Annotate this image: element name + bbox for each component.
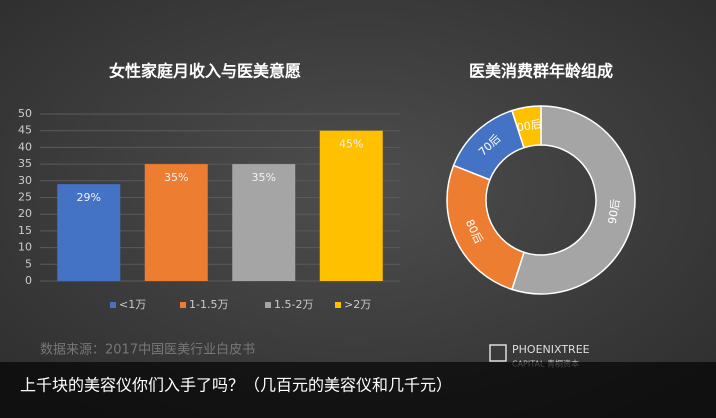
y-tick-label: 35 — [18, 157, 32, 170]
pie-slice — [511, 105, 542, 149]
value-label: 29% — [77, 191, 101, 204]
pie-slice — [446, 164, 525, 291]
logo-name: PHOENIXTREE — [512, 343, 590, 356]
slice-label: 90后 — [606, 198, 623, 225]
bar — [232, 164, 296, 281]
caption: 上千块的美容仪你们入手了吗？（几百元的美容仪和几千元） — [20, 376, 452, 395]
bar — [57, 184, 121, 281]
bar-title: 女性家庭月收入与医美意愿 — [109, 62, 301, 81]
bar — [319, 130, 383, 281]
y-tick-label: 45 — [18, 124, 32, 137]
y-tick-label: 15 — [18, 224, 32, 237]
legend-swatch — [335, 302, 341, 308]
value-label: 35% — [252, 171, 276, 184]
y-tick-label: 5 — [25, 257, 32, 270]
slice-label: 00后 — [516, 118, 543, 135]
plots: 0 5 10 15 20 25 30 35 40 45 50 29% <1万 35% 1-1.5万 35% 1.… — [18, 105, 636, 311]
pie-title: 医美消费群年龄组成 — [469, 62, 613, 81]
value-label: 35% — [164, 171, 188, 184]
legend-swatch — [110, 302, 116, 308]
legend-label: <1万 — [119, 298, 146, 311]
caption-bar — [0, 362, 716, 418]
value-label: 45% — [339, 138, 363, 151]
bar — [144, 164, 208, 281]
source: 数据来源：2017中国医美行业白皮书 — [40, 342, 255, 358]
legend-label: >2万 — [344, 298, 371, 311]
logo-icon — [489, 344, 507, 362]
y-tick-label: 20 — [18, 207, 32, 220]
y-tick-label: 25 — [18, 191, 32, 204]
y-tick-label: 30 — [18, 174, 32, 187]
legend-label: 1-1.5万 — [189, 298, 228, 311]
legend-label: 1.5-2万 — [274, 298, 313, 311]
y-tick-label: 50 — [18, 107, 32, 120]
pie-slice — [511, 105, 636, 295]
y-tick-label: 40 — [18, 140, 32, 153]
legend-swatch — [265, 302, 271, 308]
legend-swatch — [180, 302, 186, 308]
y-tick-label: 10 — [18, 241, 32, 254]
y-tick-label: 0 — [25, 274, 32, 287]
